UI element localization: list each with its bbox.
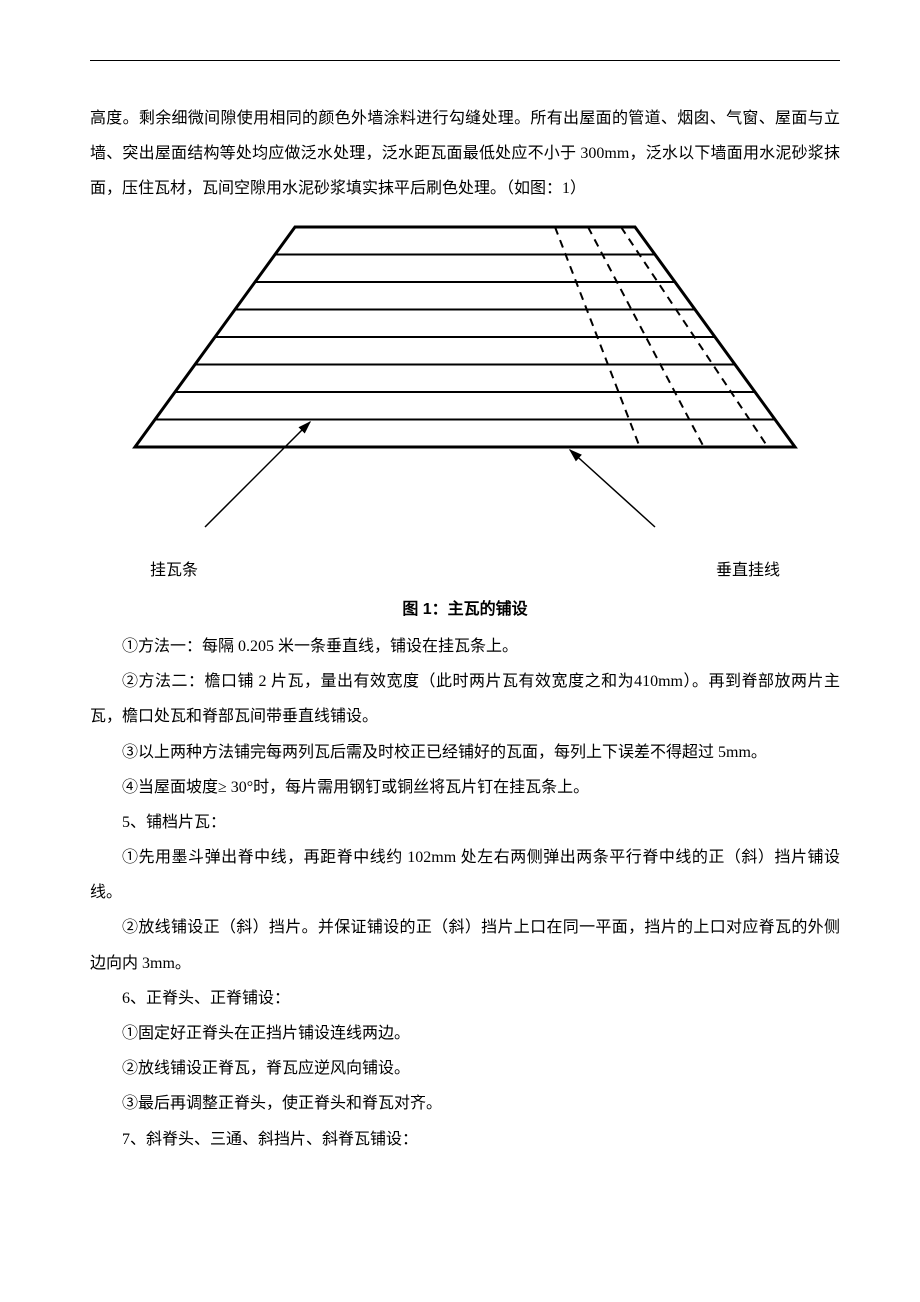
roof-diagram-svg (95, 217, 835, 557)
method-1: ①方法一：每隔 0.205 米一条垂直线，铺设在挂瓦条上。 (90, 629, 840, 664)
section-6: 6、正脊头、正脊铺设： (90, 981, 840, 1016)
section-5-2: ②放线铺设正（斜）挡片。并保证铺设的正（斜）挡片上口在同一平面，挡片的上口对应脊… (90, 910, 840, 980)
method-4: ④当屋面坡度≥ 30°时，每片需用钢钉或铜丝将瓦片钉在挂瓦条上。 (90, 770, 840, 805)
page-top-rule (90, 60, 840, 61)
figure-caption: 图 1：主瓦的铺设 (90, 592, 840, 627)
intro-paragraph: 高度。剩余细微间隙使用相同的颜色外墙涂料进行勾缝处理。所有出屋面的管道、烟囱、气… (90, 101, 840, 207)
section-6-1: ①固定好正脊头在正挡片铺设连线两边。 (90, 1016, 840, 1051)
method-2: ②方法二：檐口铺 2 片瓦，量出有效宽度（此时两片瓦有效宽度之和为410mm）。… (90, 664, 840, 734)
section-5-1: ①先用墨斗弹出脊中线，再距脊中线约 102mm 处左右两侧弹出两条平行脊中线的正… (90, 840, 840, 910)
figure-label-left: 挂瓦条 (150, 553, 198, 588)
section-6-3: ③最后再调整正脊头，使正脊头和脊瓦对齐。 (90, 1086, 840, 1121)
section-5: 5、铺档片瓦： (90, 805, 840, 840)
method-3: ③以上两种方法铺完每两列瓦后需及时校正已经铺好的瓦面，每列上下误差不得超过 5m… (90, 735, 840, 770)
section-7: 7、斜脊头、三通、斜挡片、斜脊瓦铺设： (90, 1122, 840, 1157)
section-6-2: ②放线铺设正脊瓦，脊瓦应逆风向铺设。 (90, 1051, 840, 1086)
figure-label-right: 垂直挂线 (716, 553, 780, 588)
figure-1: 挂瓦条 垂直挂线 图 1：主瓦的铺设 (90, 217, 840, 627)
